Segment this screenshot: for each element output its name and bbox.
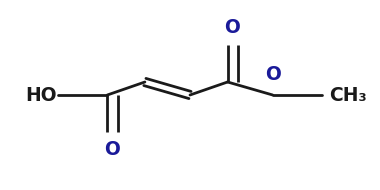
Text: O: O <box>224 18 240 37</box>
Text: CH₃: CH₃ <box>329 86 367 104</box>
Text: HO: HO <box>25 86 57 104</box>
Text: O: O <box>104 140 120 159</box>
Text: O: O <box>265 65 280 84</box>
